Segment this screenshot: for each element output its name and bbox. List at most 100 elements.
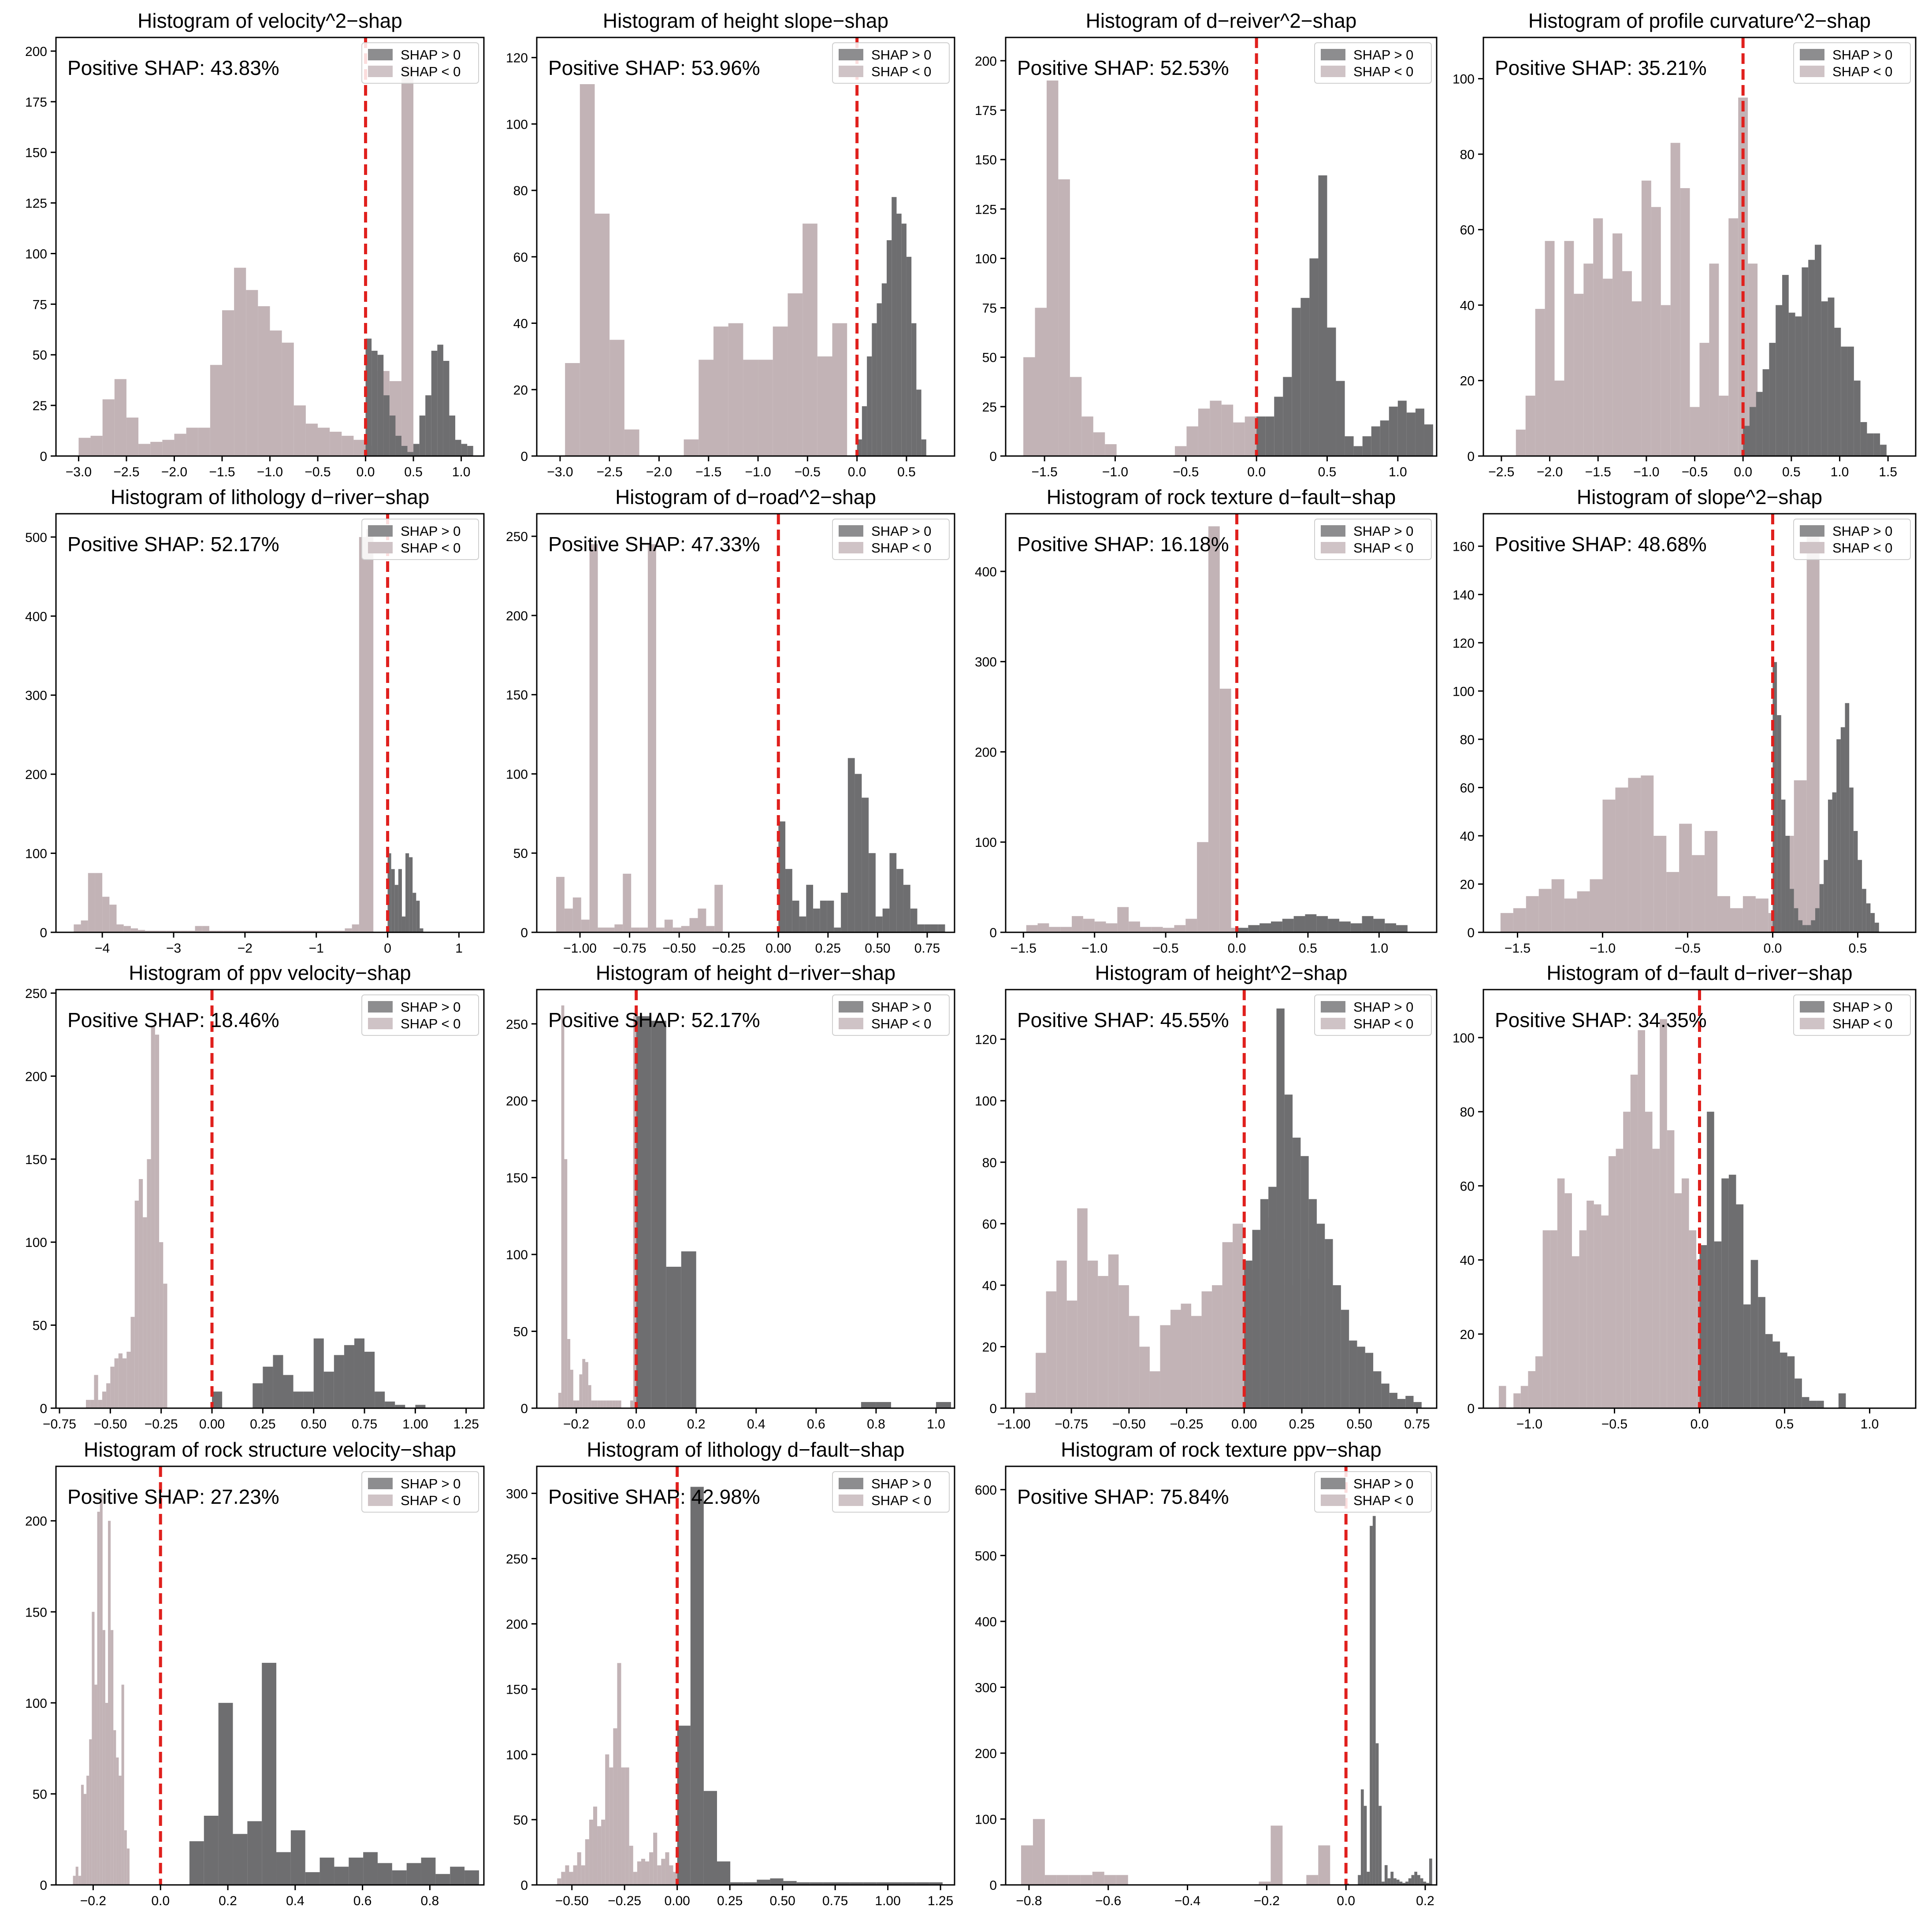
y-tick-label: 100 (506, 1748, 528, 1762)
legend-swatch-negative (1321, 66, 1345, 77)
positive-shap-bar (1362, 436, 1371, 456)
panel-title: Histogram of d−road^2−shap (615, 486, 876, 508)
y-tick-label: 80 (1460, 733, 1475, 747)
negative-shap-bar (1709, 263, 1719, 456)
positive-shap-bar (1248, 925, 1260, 932)
positive-shap-bar (785, 869, 792, 932)
negative-shap-bar (1590, 879, 1603, 932)
negative-shap-bar (163, 1283, 167, 1408)
negative-shap-bar (359, 537, 367, 932)
positive-shap-annotation: Positive SHAP: 48.68% (1495, 533, 1707, 556)
positive-shap-bar (1772, 1341, 1780, 1408)
negative-shap-bar (210, 365, 222, 456)
x-tick-label: 0.2 (219, 1894, 237, 1908)
negative-shap-bar (601, 1819, 606, 1885)
positive-shap-bar (799, 916, 806, 932)
x-tick-label: −0.6 (1095, 1894, 1121, 1908)
x-tick-label: −0.4 (1174, 1894, 1200, 1908)
negative-shap-bar (105, 1702, 108, 1885)
positive-shap-bar (1721, 1178, 1729, 1408)
x-tick-label: −0.25 (608, 1894, 641, 1908)
negative-shap-bar (561, 1872, 565, 1885)
positive-shap-bar (1268, 1187, 1277, 1408)
positive-shap-bar (1762, 369, 1769, 456)
positive-shap-bar (1375, 1743, 1379, 1885)
positive-shap-bar (1429, 1858, 1432, 1885)
y-tick-label: 600 (975, 1483, 997, 1498)
negative-shap-bar (758, 360, 773, 456)
negative-shap-bar (73, 1876, 76, 1885)
negative-shap-bar (245, 931, 253, 932)
legend-label-positive: SHAP > 0 (1353, 523, 1413, 539)
y-tick-label: 80 (513, 184, 528, 198)
positive-shap-bar (421, 1858, 436, 1885)
y-tick-label: 200 (25, 768, 47, 782)
positive-shap-bar (924, 924, 931, 932)
negative-shap-bar (1129, 1316, 1140, 1408)
histogram-panel: Histogram of lithology d−fault−shap −0.50… (506, 1438, 955, 1908)
panel-title: Histogram of lithology d−fault−shap (587, 1438, 904, 1461)
negative-shap-bar (788, 293, 803, 456)
negative-shap-bar (1201, 1291, 1212, 1408)
positive-shap-bar (1300, 1156, 1309, 1408)
negative-shap-bar (1743, 896, 1756, 932)
negative-shap-bar (594, 1400, 598, 1408)
x-tick-label: −1.0 (1590, 941, 1616, 956)
negative-shap-bar (294, 405, 306, 456)
y-tick-label: 150 (25, 1153, 47, 1167)
positive-shap-bar (792, 901, 799, 932)
negative-shap-bar (597, 1826, 602, 1885)
negative-shap-bar (1690, 407, 1700, 456)
y-tick-label: 0 (989, 1878, 997, 1893)
negative-shap-bar (618, 1400, 621, 1408)
x-tick-label: −0.75 (1055, 1417, 1088, 1432)
negative-shap-bar (246, 290, 258, 456)
positive-shap-bar (1237, 927, 1248, 932)
negative-shap-bar (1699, 343, 1709, 456)
negative-shap-bar (174, 434, 186, 456)
y-tick-label: 50 (33, 1787, 47, 1802)
positive-shap-bar (364, 1351, 375, 1408)
positive-shap-bar (412, 893, 416, 932)
positive-shap-bar (1750, 407, 1756, 456)
negative-shap-bar (1651, 207, 1661, 456)
positive-shap-annotation: Positive SHAP: 34.35% (1495, 1009, 1707, 1031)
negative-shap-bar (152, 931, 160, 932)
legend-swatch-negative (839, 1495, 863, 1506)
positive-shap-bar (1780, 1352, 1787, 1408)
x-tick-label: 0.00 (199, 1417, 225, 1432)
negative-shap-bar (280, 931, 288, 932)
negative-shap-bar (1033, 1819, 1045, 1885)
negative-shap-bar (1129, 921, 1140, 932)
x-tick-label: −1.0 (257, 465, 283, 479)
positive-shap-bar (850, 1882, 863, 1885)
x-tick-label: −0.25 (1170, 1417, 1204, 1432)
axes-frame (1005, 37, 1438, 457)
negative-shap-bar (1212, 1285, 1222, 1408)
negative-shap-bar (565, 1865, 569, 1885)
x-tick-label: 0.00 (765, 941, 791, 956)
axes-frame (536, 989, 955, 1409)
histogram-panel: Histogram of height d−river−shap −0.2 0.0 0… (506, 961, 955, 1432)
negative-shap-bar (631, 927, 640, 932)
positive-shap-bar (827, 901, 834, 932)
positive-shap-bar (1371, 426, 1380, 456)
y-tick-label: 125 (25, 197, 47, 211)
negative-shap-bar (1513, 908, 1526, 932)
positive-shap-bar (1384, 1865, 1388, 1885)
x-tick-label: −3 (166, 941, 181, 956)
negative-shap-bar (94, 1684, 97, 1885)
negative-shap-bar (557, 1878, 561, 1885)
negative-shap-bar (1104, 1875, 1116, 1885)
positive-shap-bar (1372, 1516, 1376, 1885)
positive-shap-bar (1423, 1881, 1427, 1885)
histogram-panel: Histogram of d−reiver^2−shap −1.5 −1.0 −0.5… (975, 9, 1438, 479)
positive-shap-bar (1265, 416, 1274, 456)
negative-shap-bar (1653, 835, 1667, 932)
positive-shap-bar (431, 351, 438, 456)
positive-shap-bar (395, 1405, 405, 1408)
negative-shap-bar (565, 363, 580, 456)
negative-shap-bar (579, 1374, 583, 1408)
legend-swatch-positive (1800, 1001, 1824, 1013)
